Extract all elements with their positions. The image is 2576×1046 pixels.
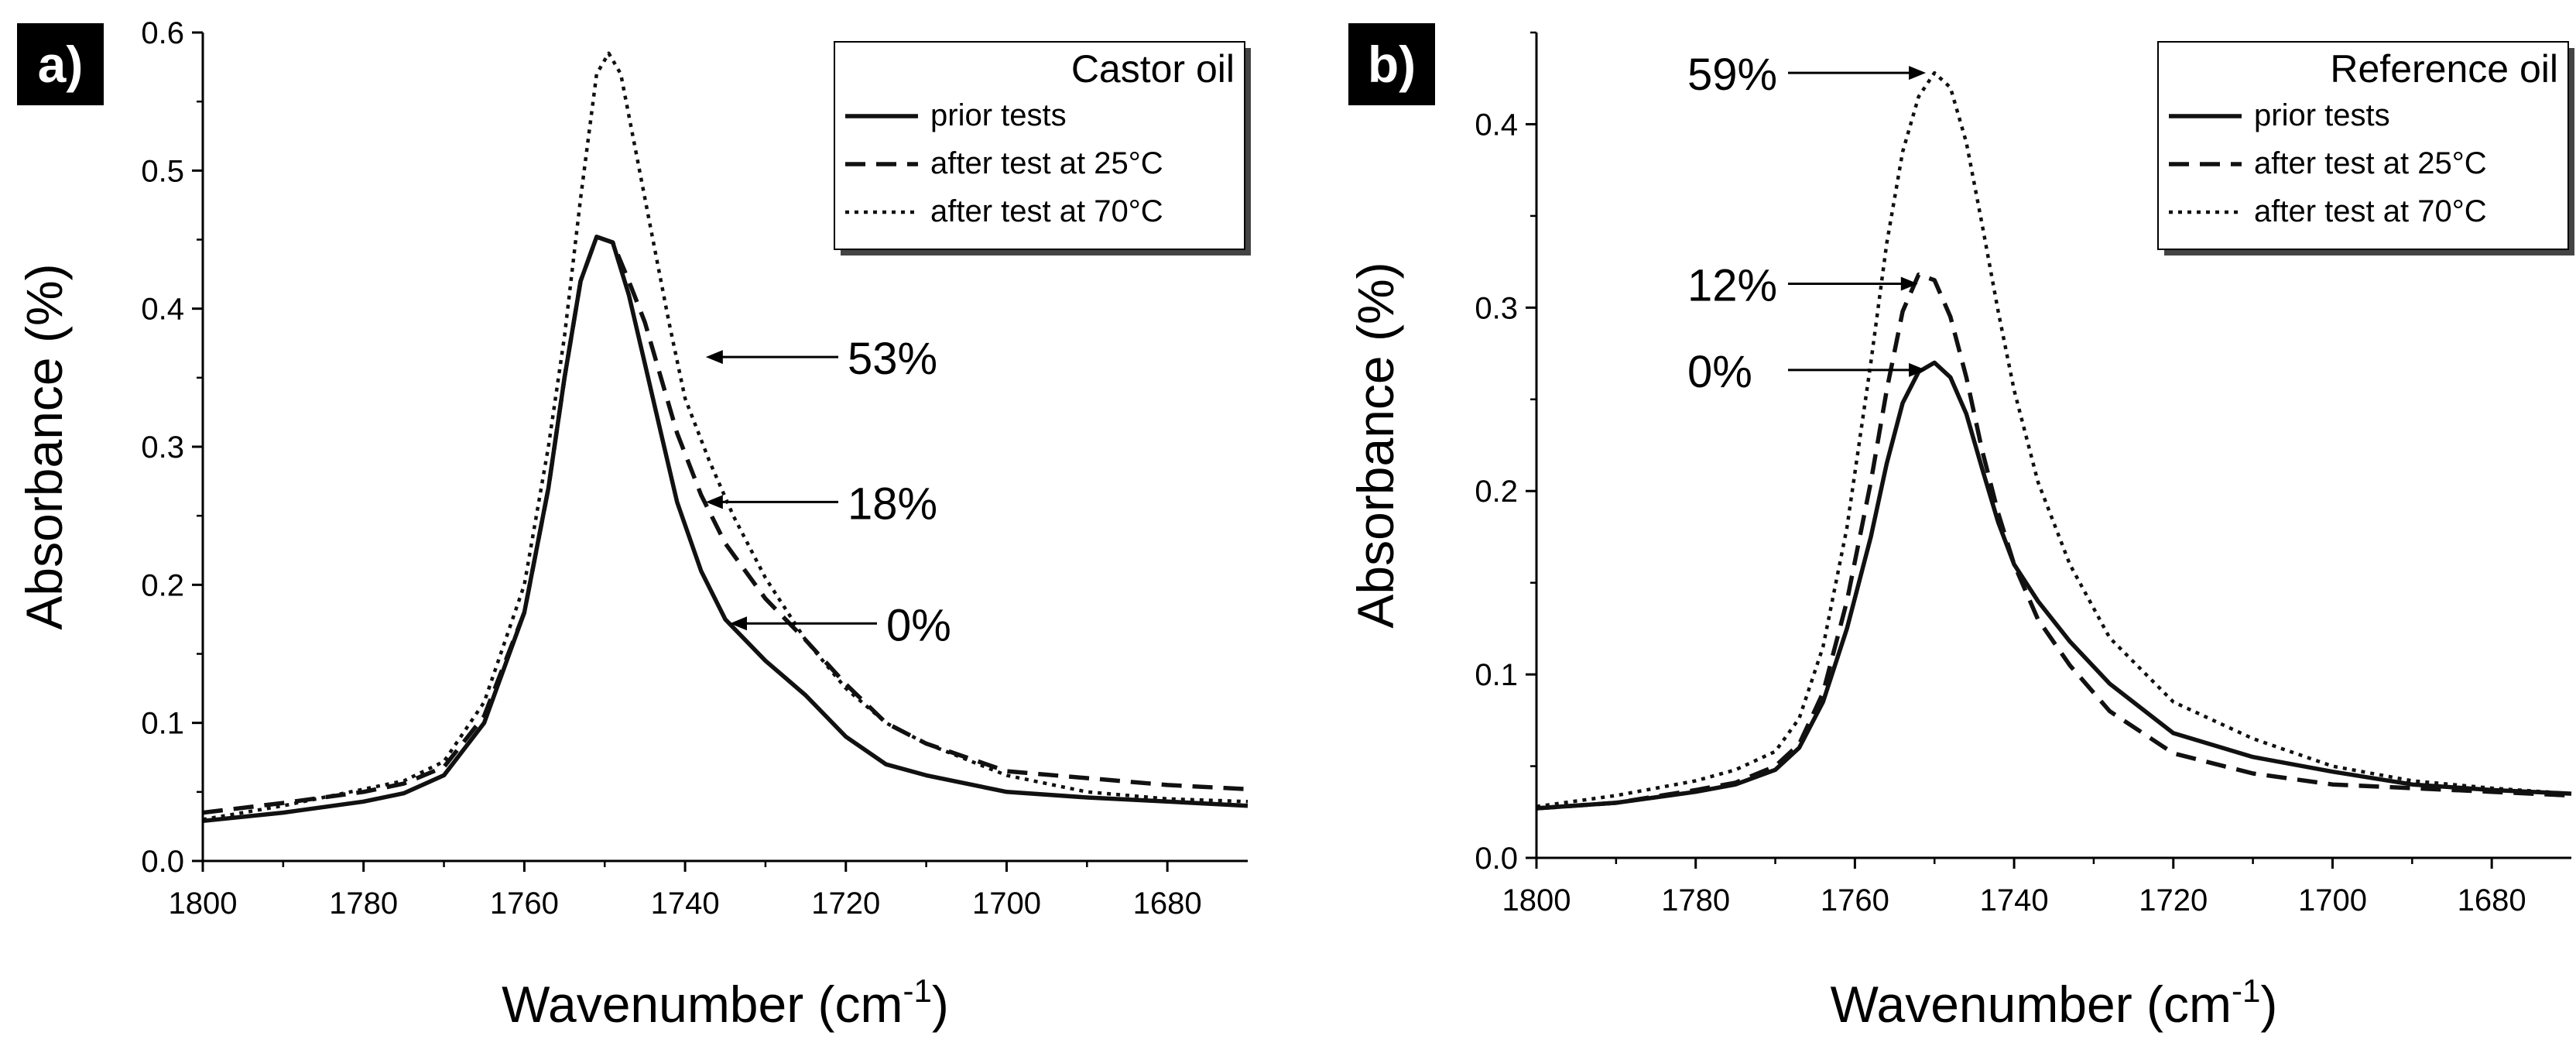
series-line-dashed [202,235,1249,815]
annotation-arrowhead [1900,276,1918,291]
x-tick-label: 1700 [972,887,1041,921]
panel-label: b) [1368,36,1416,93]
y-tick-label: 0.4 [1475,108,1518,142]
series-line-solid [1536,360,2572,811]
legend-entry-label: after test at 25°C [930,146,1163,180]
legend-title: Castor oil [1071,47,1235,91]
x-tick-label: 1780 [329,887,398,921]
y-axis-title: Absorbance (%) [15,263,73,629]
x-tick-label: 1740 [651,887,720,921]
annotation-label: 0% [886,600,951,650]
x-tick-label: 1800 [1502,883,1571,917]
x-axis-title: Wavenumber (cm-1) [502,972,949,1033]
y-tick-label: 0.6 [141,16,184,50]
annotation-label: 53% [848,334,937,384]
x-tick-label: 1700 [2298,883,2367,917]
y-tick-label: 0.2 [1475,475,1518,509]
panel-b: 1800 1780 1760 1740 1720 1700 1680 0.0 0.1 0.2 0.3… [1347,23,2574,1033]
x-tick-label: 1740 [1980,883,2049,917]
y-tick-label: 0.5 [141,154,184,188]
y-tick-label: 0.4 [141,293,184,327]
annotation-arrowhead [705,350,723,365]
y-axis-title: Absorbance (%) [1347,262,1404,628]
legend-entry-label: after test at 25°C [2254,146,2487,180]
x-tick-label: 1680 [1133,887,1202,921]
legend-box [2157,41,2569,250]
legend-entry-label: after test at 70°C [2254,194,2487,228]
x-tick-label: 1720 [2139,883,2208,917]
y-tick-label: 0.0 [1475,842,1518,876]
annotation-arrowhead [705,495,723,509]
x-tick-label: 1680 [2458,883,2526,917]
y-tick-label: 0.1 [141,707,184,741]
y-tick-label: 0.2 [141,568,184,602]
annotation-label: 12% [1687,261,1777,311]
annotation-label: 0% [1687,347,1752,397]
x-tick-label: 1800 [169,887,238,921]
annotation-arrowhead [1909,362,1927,377]
legend-title: Reference oil [2330,47,2558,91]
annotation-arrowhead [730,616,747,631]
panel-label-box [1348,23,1435,105]
x-tick-label: 1760 [1821,883,1889,917]
annotation-label: 59% [1687,50,1777,100]
panel-label-box [17,23,104,105]
series-line-dotted [202,51,1249,821]
annotation-arrowhead [1909,66,1927,81]
legend-box [834,41,1245,250]
x-tick-label: 1780 [1661,883,1730,917]
y-tick-label: 0.3 [141,430,184,465]
y-tick-label: 0.0 [141,845,184,879]
series-line-solid [202,235,1249,824]
series-line-dashed [1536,272,2572,811]
legend-entry-label: prior tests [930,98,1067,132]
legend-entry-label: prior tests [2254,98,2390,132]
legend-entry-label: after test at 70°C [930,194,1163,228]
panel-label: a) [38,36,84,93]
y-tick-label: 0.1 [1475,658,1518,692]
x-tick-label: 1720 [811,887,880,921]
x-axis-title: Wavenumber (cm-1) [1831,972,2278,1033]
x-tick-label: 1760 [490,887,559,921]
y-tick-label: 0.3 [1475,291,1518,325]
annotation-label: 18% [848,478,937,529]
panel-a: 1800 1780 1760 1740 1720 1700 1680 0.0 0.1 0.2 0.3… [15,16,1251,1033]
